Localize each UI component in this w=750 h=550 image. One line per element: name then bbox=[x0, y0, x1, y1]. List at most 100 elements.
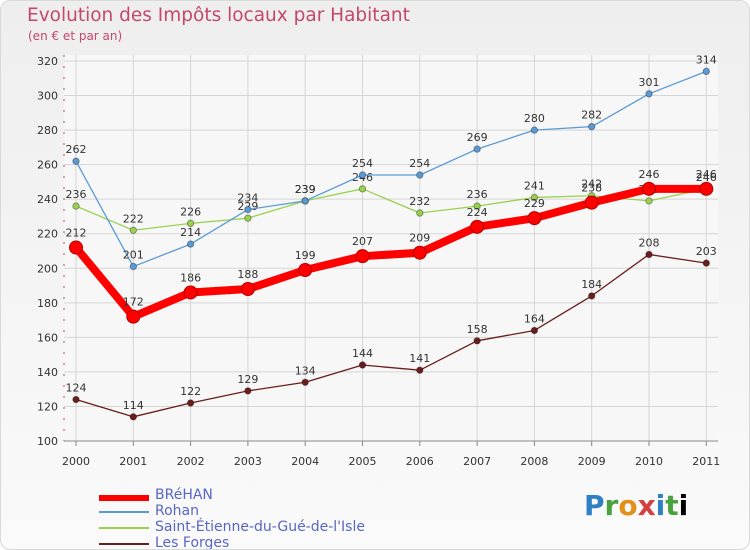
data-label-rohan: 301 bbox=[639, 76, 660, 89]
chart-title: Evolution des Impôts locaux par Habitant bbox=[27, 5, 410, 26]
data-label-les-forges: 124 bbox=[66, 382, 87, 395]
data-label-rohan: 254 bbox=[352, 157, 373, 170]
x-tick-label: 2001 bbox=[119, 455, 147, 468]
data-point-les-forges bbox=[129, 413, 138, 421]
data-point-rohan bbox=[358, 171, 367, 179]
data-label-les-forges: 114 bbox=[123, 399, 144, 412]
data-point-br-han bbox=[183, 285, 198, 300]
data-point-br-han bbox=[642, 181, 656, 196]
data-point-les-forges bbox=[301, 378, 309, 386]
data-label-rohan: 282 bbox=[581, 109, 602, 122]
data-label-rohan: 280 bbox=[524, 112, 545, 125]
data-label-saint-tienne-du-gu-de-l-isle: 242 bbox=[581, 178, 602, 191]
legend-item-saint-etienne: Saint-Étienne-du-Gué-de-l'Isle bbox=[99, 519, 459, 535]
data-label-saint-tienne-du-gu-de-l-isle: 236 bbox=[467, 188, 488, 201]
data-point-saint-tienne-du-gu-de-l-isle bbox=[645, 197, 653, 205]
data-label-br-han: 172 bbox=[123, 296, 144, 309]
data-point-br-han bbox=[240, 282, 255, 296]
data-point-les-forges bbox=[416, 366, 424, 374]
data-label-les-forges: 184 bbox=[581, 278, 602, 291]
data-point-saint-tienne-du-gu-de-l-isle bbox=[530, 193, 539, 202]
data-point-saint-tienne-du-gu-de-l-isle bbox=[358, 185, 367, 193]
data-label-br-han: 188 bbox=[237, 268, 258, 281]
data-point-rohan bbox=[244, 205, 252, 214]
data-label-br-han: 246 bbox=[639, 168, 660, 181]
data-label-rohan: 314 bbox=[696, 53, 717, 66]
data-label-les-forges: 134 bbox=[295, 364, 316, 377]
data-label-br-han: 209 bbox=[409, 232, 430, 245]
data-label-les-forges: 129 bbox=[237, 373, 258, 386]
x-tick-label: 2009 bbox=[578, 455, 606, 468]
data-point-les-forges bbox=[645, 250, 653, 259]
data-point-les-forges bbox=[702, 259, 710, 267]
y-tick-label: 140 bbox=[37, 366, 58, 379]
legend-swatch-les-forges bbox=[99, 543, 149, 545]
data-label-saint-tienne-du-gu-de-l-isle: 222 bbox=[123, 212, 144, 225]
data-point-br-han bbox=[69, 240, 83, 255]
y-tick-label: 300 bbox=[37, 90, 58, 103]
data-label-les-forges: 203 bbox=[696, 245, 717, 258]
data-point-rohan bbox=[473, 145, 481, 153]
data-point-les-forges bbox=[473, 337, 481, 345]
data-point-les-forges bbox=[186, 399, 195, 407]
data-label-rohan: 262 bbox=[66, 143, 87, 156]
plot-area bbox=[64, 55, 718, 441]
data-label-br-han: 186 bbox=[180, 271, 201, 284]
legend-swatch-brehan bbox=[99, 495, 149, 501]
data-label-br-han: 246 bbox=[696, 168, 717, 181]
data-label-les-forges: 208 bbox=[639, 236, 660, 249]
y-tick-label: 200 bbox=[37, 262, 58, 275]
data-point-saint-tienne-du-gu-de-l-isle bbox=[186, 219, 195, 228]
data-point-saint-tienne-du-gu-de-l-isle bbox=[416, 209, 424, 217]
data-label-saint-tienne-du-gu-de-l-isle: 226 bbox=[180, 205, 201, 218]
x-tick-label: 2004 bbox=[291, 455, 319, 468]
data-point-saint-tienne-du-gu-de-l-isle bbox=[244, 214, 252, 222]
data-point-rohan bbox=[186, 240, 195, 248]
y-tick-label: 100 bbox=[37, 435, 58, 448]
series-line-br-han bbox=[72, 184, 711, 321]
data-label-br-han: 207 bbox=[352, 235, 373, 248]
x-tick-label: 2003 bbox=[234, 455, 262, 468]
chart-legend: BRéHAN Rohan Saint-Étienne-du-Gué-de-l'I… bbox=[99, 487, 459, 550]
data-label-saint-tienne-du-gu-de-l-isle: 232 bbox=[409, 195, 430, 208]
series-line-les-forges bbox=[75, 253, 707, 418]
x-tick-label: 2008 bbox=[520, 455, 548, 468]
data-label-br-han: 224 bbox=[467, 206, 488, 219]
y-tick-label: 160 bbox=[37, 331, 58, 344]
proxiti-logo: Proxiti bbox=[584, 489, 689, 522]
legend-label-les-forges: Les Forges bbox=[155, 535, 230, 550]
legend-item-rohan: Rohan bbox=[99, 503, 459, 519]
y-tick-label: 320 bbox=[37, 55, 58, 68]
data-point-les-forges bbox=[588, 292, 596, 300]
data-label-br-han: 212 bbox=[66, 227, 87, 240]
data-label-rohan: 214 bbox=[180, 226, 201, 239]
data-point-br-han bbox=[412, 245, 427, 260]
data-label-br-han: 199 bbox=[295, 249, 316, 262]
data-point-rohan bbox=[530, 126, 539, 134]
data-label-les-forges: 144 bbox=[352, 347, 373, 360]
legend-swatch-saint-etienne bbox=[99, 527, 149, 529]
y-tick-label: 240 bbox=[37, 193, 58, 206]
y-tick-label: 260 bbox=[37, 159, 58, 172]
data-point-rohan bbox=[129, 262, 138, 271]
y-tick-label: 280 bbox=[37, 124, 58, 137]
data-label-rohan: 269 bbox=[467, 131, 488, 144]
legend-label-rohan: Rohan bbox=[155, 503, 199, 519]
data-point-rohan bbox=[645, 90, 653, 98]
x-tick-label: 2000 bbox=[62, 455, 90, 468]
data-label-br-han: 238 bbox=[581, 182, 602, 195]
legend-item-brehan: BRéHAN bbox=[99, 487, 459, 503]
x-tick-label: 2010 bbox=[635, 455, 663, 468]
x-tick-label: 2006 bbox=[406, 455, 434, 468]
data-point-br-han bbox=[470, 219, 485, 234]
legend-swatch-rohan bbox=[99, 511, 149, 513]
data-point-saint-tienne-du-gu-de-l-isle bbox=[473, 202, 481, 210]
legend-label-brehan: BRéHAN bbox=[155, 487, 213, 503]
data-point-rohan bbox=[588, 122, 596, 131]
data-label-rohan: 234 bbox=[237, 192, 258, 205]
data-point-br-han bbox=[298, 263, 313, 277]
x-tick-label: 2007 bbox=[463, 455, 491, 468]
data-label-saint-tienne-du-gu-de-l-isle: 236 bbox=[66, 188, 87, 201]
